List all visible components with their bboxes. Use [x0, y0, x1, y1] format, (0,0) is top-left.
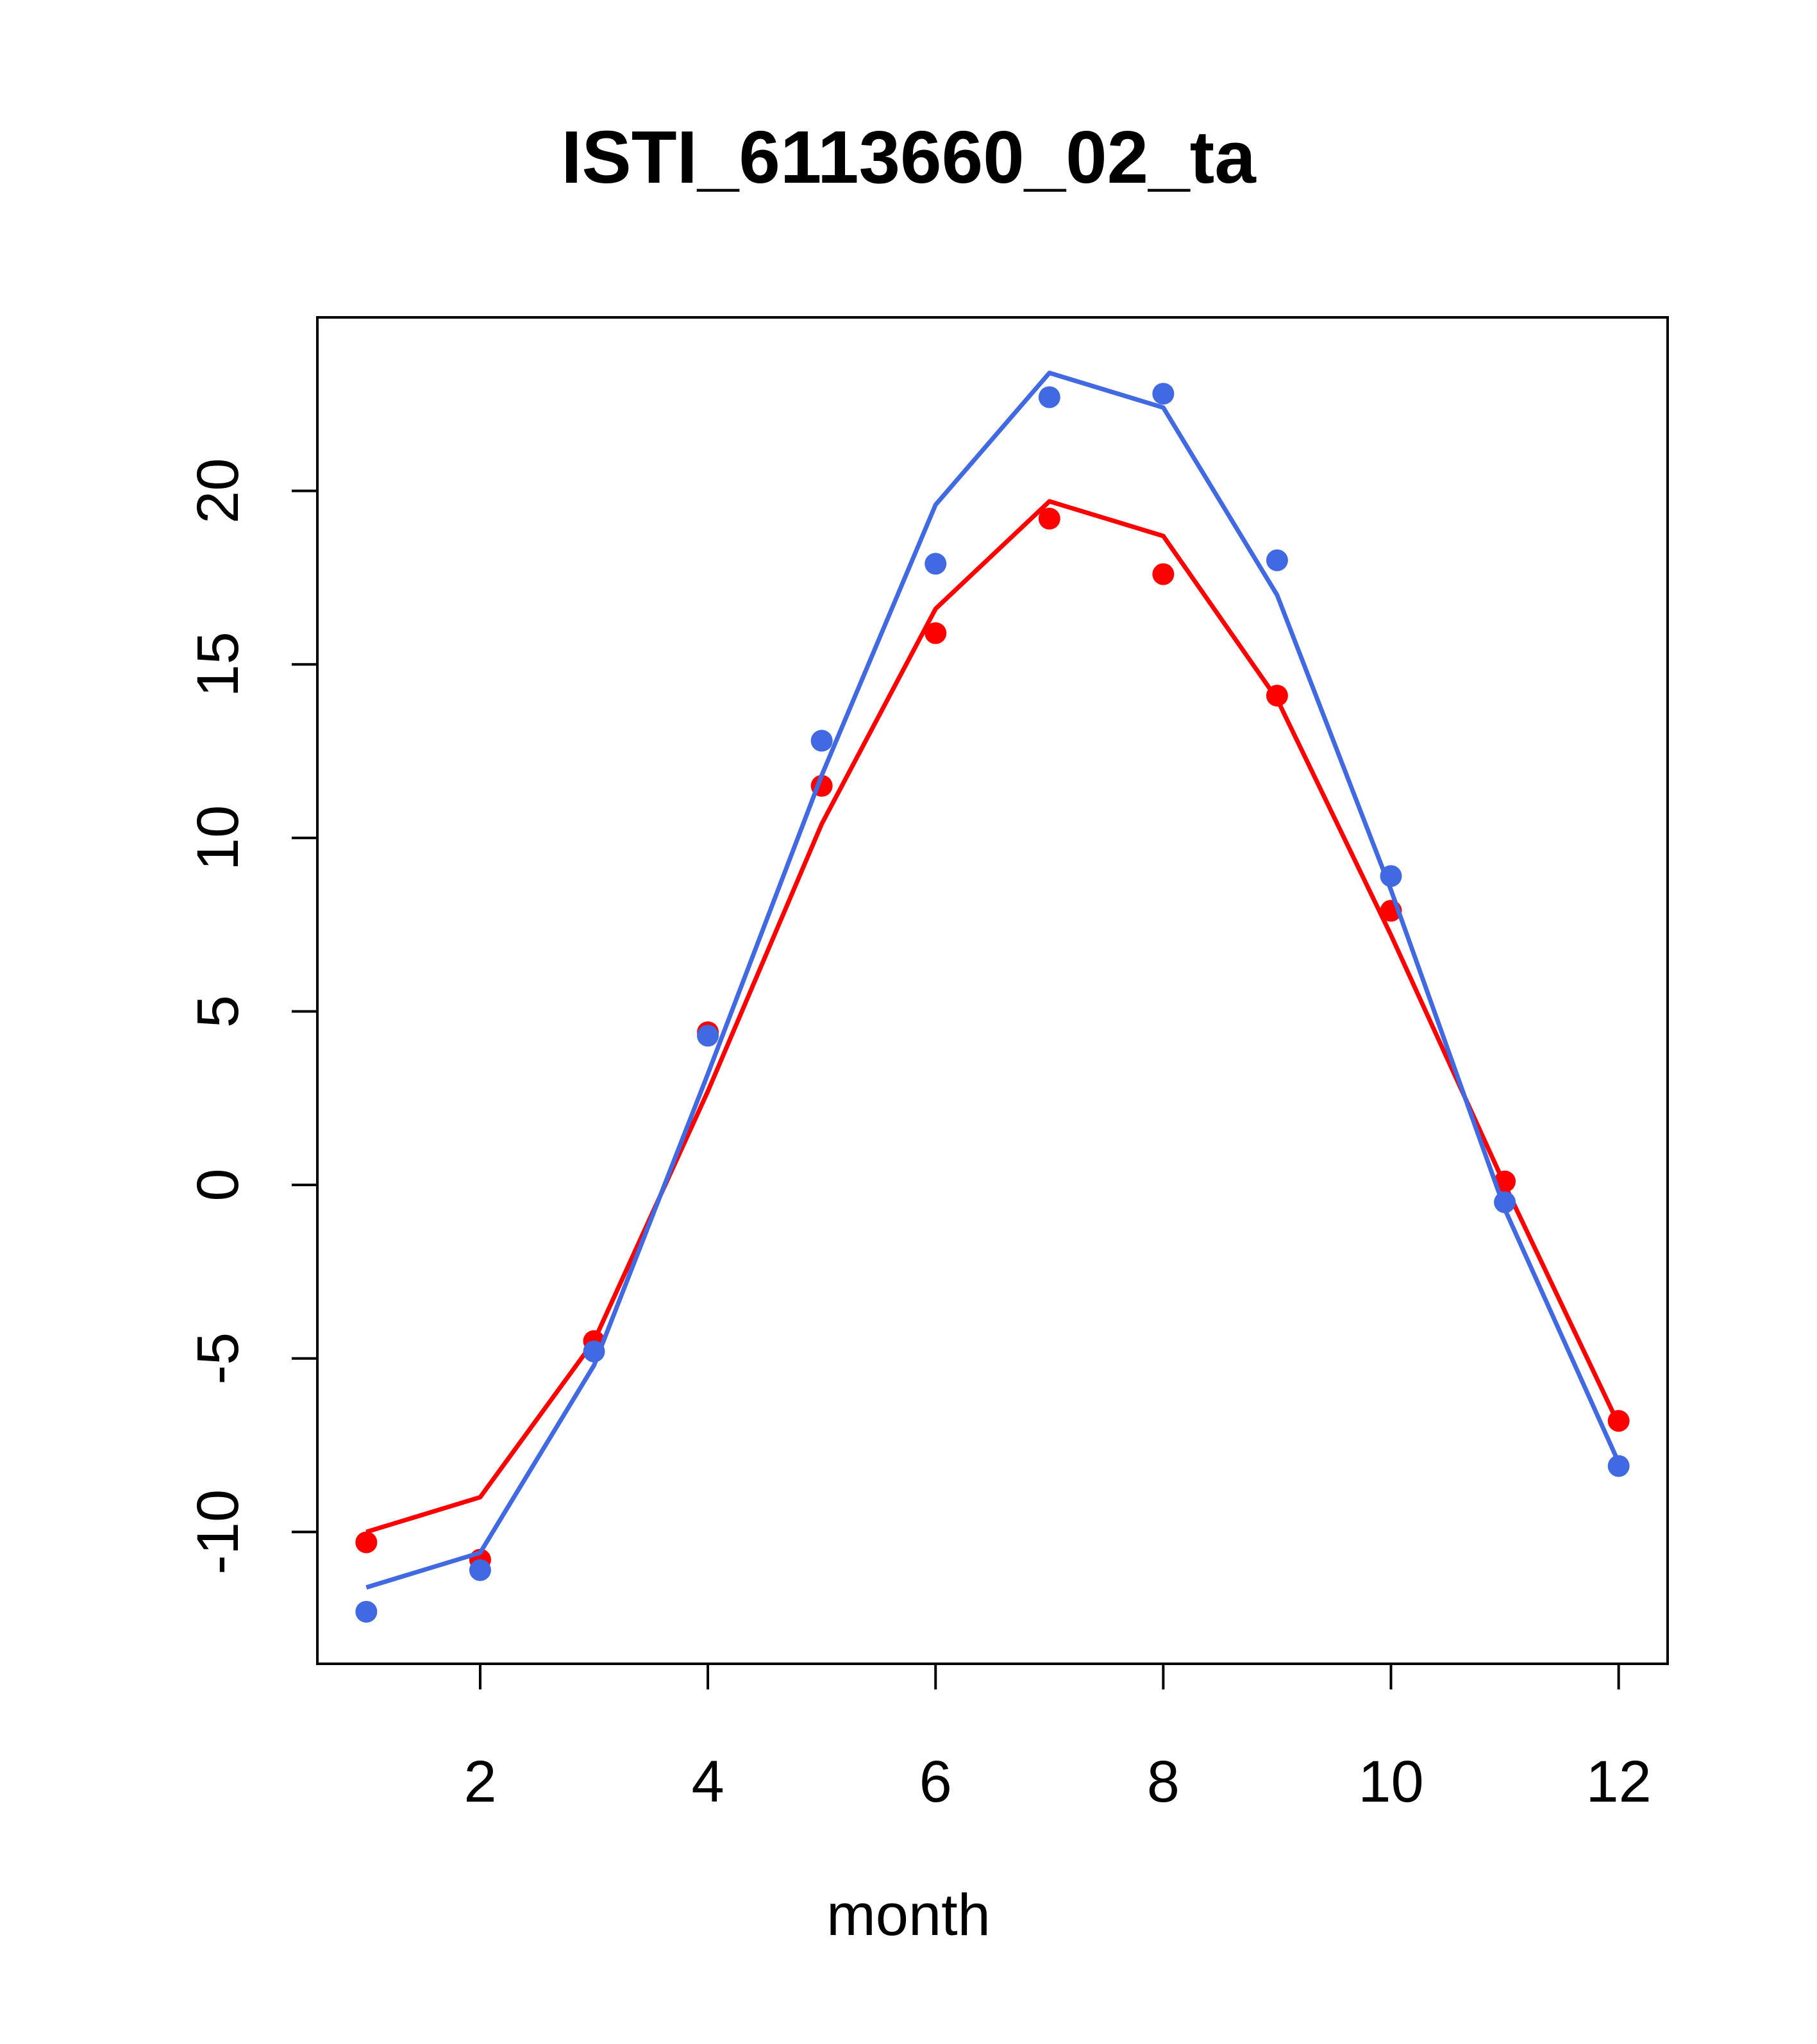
series-1-line [365, 499, 1621, 1534]
series-1-point [1266, 684, 1288, 707]
series-layer [355, 371, 1630, 1623]
chart-title: ISTI_6113660_02_ta [561, 115, 1256, 199]
y-tick-label: 20 [185, 458, 251, 523]
x-tick-label: 10 [1358, 1749, 1423, 1814]
series-1-point [1494, 1170, 1516, 1193]
y-tick-label: 0 [185, 1169, 251, 1202]
series-2-point [355, 1600, 378, 1623]
series-2-point [1038, 386, 1060, 408]
series-1 [355, 499, 1630, 1571]
series-2-point [583, 1340, 605, 1362]
series-2-point [1380, 865, 1402, 887]
series-2 [355, 371, 1630, 1623]
x-axis-label: month [826, 1882, 991, 1948]
series-2-point [1266, 549, 1288, 571]
series-2-point [697, 1025, 719, 1047]
y-tick-label: -5 [185, 1332, 251, 1385]
series-2-point [1152, 383, 1175, 405]
series-2-point [1607, 1455, 1630, 1477]
x-tick-label: 6 [919, 1749, 952, 1814]
series-2-point [810, 730, 833, 752]
series-2-line [365, 371, 1621, 1590]
y-tick-label: -10 [185, 1489, 251, 1575]
x-tick-label: 8 [1147, 1749, 1180, 1814]
series-1-point [1607, 1410, 1630, 1432]
series-1-point [1152, 563, 1175, 585]
y-tick-label: 5 [185, 995, 251, 1028]
series-2-point [925, 553, 947, 575]
series-1-point [925, 622, 947, 644]
x-tick-label: 4 [691, 1749, 724, 1814]
y-tick-label: 10 [185, 805, 251, 871]
series-2-point [1494, 1191, 1516, 1214]
plot-frame [316, 316, 1669, 1665]
series-2-point [469, 1559, 491, 1581]
axes: 2 4 6 8 10 12 -10 -5 0 5 10 15 20 [185, 458, 1652, 1814]
x-tick-label: 12 [1586, 1749, 1651, 1814]
y-tick-label: 15 [185, 632, 251, 697]
series-1-point [1038, 507, 1060, 530]
series-1-point [355, 1531, 378, 1554]
x-tick-label: 2 [464, 1749, 496, 1814]
